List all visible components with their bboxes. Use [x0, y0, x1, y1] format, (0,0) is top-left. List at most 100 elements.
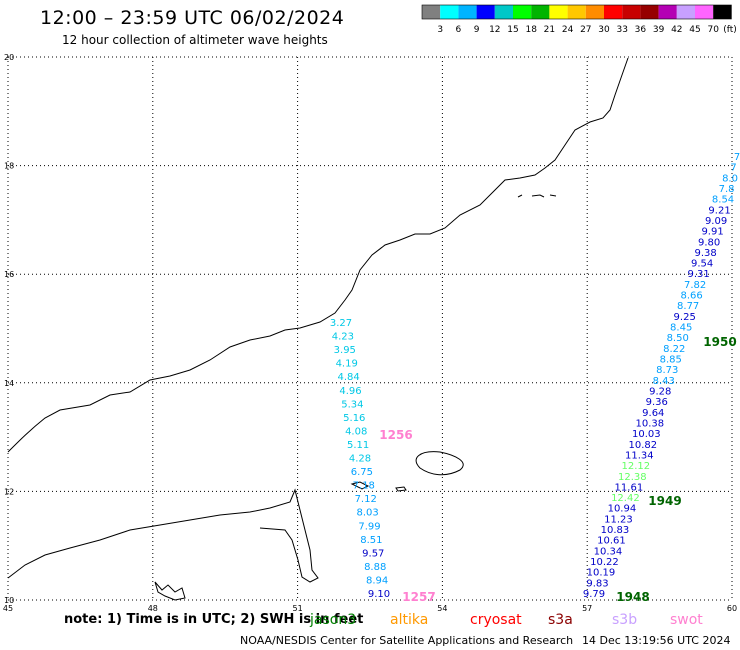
swh-value-label: 8.85	[660, 355, 682, 366]
swh-value-label: 9.25	[674, 312, 696, 323]
mission-swot: swot	[670, 612, 703, 628]
swh-value-label: 6.75	[351, 467, 373, 478]
swh-value-label: 7.82	[684, 280, 706, 291]
swh-value-label: 9.91	[701, 227, 723, 238]
swh-value-label: 10.83	[601, 525, 630, 536]
swh-value-label: 4.84	[337, 372, 359, 383]
track-east: 778.07.88.549.219.099.919.809.389.549.31…	[583, 152, 740, 600]
x-axis-tick-label: 60	[727, 604, 737, 613]
swh-value-label: 11.61	[615, 482, 644, 493]
island	[350, 481, 370, 490]
swh-value-label: 8.77	[677, 301, 699, 312]
swh-value-label: 8.88	[364, 562, 386, 573]
colorbar-tick-label: 30	[598, 25, 610, 35]
swh-value-label: 9.09	[705, 216, 727, 227]
swh-value-label: 7	[734, 152, 740, 163]
swh-value-label: 8.03	[356, 508, 378, 519]
map-grid	[7, 56, 733, 601]
colorbar-swatch	[476, 5, 495, 19]
swh-value-label: 9.36	[646, 397, 668, 408]
mission-s3b: s3b	[612, 612, 638, 628]
legend-note: note: 1) Time is in UTC; 2) SWH is in fe…	[64, 612, 364, 627]
swh-value-label: 7.18	[353, 481, 375, 492]
swh-value-label: 7.8	[719, 184, 735, 195]
swh-value-label: 5.16	[343, 413, 365, 424]
island-socotra	[415, 451, 464, 476]
colorbar-swatch	[494, 5, 513, 19]
colorbar-tick-label: 24	[562, 25, 574, 35]
swh-value-label: 9.38	[694, 248, 716, 259]
wave-height-colorbar: 3 6 9 12 15 18 21 24 27 30 33 36 39 42 45 70 (ft)	[421, 4, 737, 35]
colorbar-tick-label: 36	[635, 25, 647, 35]
swh-value-label: 12.38	[618, 472, 647, 483]
swh-value-label: 8.66	[681, 291, 703, 302]
colorbar-swatch	[640, 5, 659, 19]
swh-value-label: 4.08	[345, 426, 367, 437]
colorbar-swatch	[713, 5, 732, 19]
swh-value-label: 8.45	[670, 323, 692, 334]
colorbar-swatch	[567, 5, 586, 19]
swh-value-label: 8.94	[366, 575, 388, 586]
swh-value-label: 11.23	[604, 514, 633, 525]
swh-value-label: 4.96	[339, 386, 361, 397]
colorbar-tick-label: 3	[437, 25, 443, 35]
swh-value-label: 4.28	[349, 454, 371, 465]
y-axis-tick-label: 12	[4, 487, 14, 496]
track-time-label: 1949	[648, 494, 681, 508]
colorbar-tick-label: 27	[580, 25, 591, 35]
swh-value-label: 9.64	[642, 408, 664, 419]
map-subtitle: 12 hour collection of altimeter wave hei…	[62, 33, 328, 47]
colorbar-tick-label: 70	[707, 25, 719, 35]
swh-value-label: 9.57	[362, 548, 384, 559]
swh-value-label: 10.22	[590, 557, 619, 568]
islands-small	[517, 194, 557, 198]
mission-altika: altika	[390, 612, 429, 628]
y-axis-tick-label: 18	[4, 162, 14, 171]
y-axis-tick-label: 16	[4, 270, 14, 279]
colorbar-swatch	[513, 5, 532, 19]
track-time-label: 1948	[616, 590, 649, 604]
swh-value-label: 8.43	[653, 376, 675, 387]
colorbar-swatch	[585, 5, 604, 19]
swh-value-label: 9.28	[649, 386, 671, 397]
swh-value-label: 11.34	[625, 450, 654, 461]
island-group	[154, 581, 186, 601]
y-axis-tick-label: 20	[4, 53, 14, 62]
colorbar-swatch	[622, 5, 641, 19]
map-title: 12:00 – 23:59 UTC 06/02/2024	[40, 7, 345, 29]
swh-value-label: 10.61	[597, 536, 626, 547]
colorbar-swatch	[549, 5, 568, 19]
track-time-label: 1257	[402, 590, 435, 604]
swh-value-label: 8.54	[712, 195, 734, 206]
mission-jason3: jason3	[310, 612, 357, 628]
swh-value-label: 7.99	[358, 521, 380, 532]
swh-value-label: 10.38	[635, 418, 664, 429]
swh-value-label: 7	[730, 163, 736, 174]
swh-value-label: 8.73	[656, 365, 678, 376]
colorbar-tick-label: 9	[474, 25, 480, 35]
colorbar-tick-label: 6	[456, 25, 462, 35]
swh-value-label: 8.0	[722, 173, 738, 184]
swh-value-label: 9.10	[368, 589, 390, 600]
x-axis-tick-label: 54	[437, 604, 447, 613]
x-axis-tick-label: 57	[582, 604, 592, 613]
colorbar-swatch	[658, 5, 677, 19]
colorbar-swatch	[458, 5, 477, 19]
track-time-label: 1256	[379, 428, 412, 442]
track-time-label: 1950	[703, 335, 736, 349]
colorbar-swatch	[422, 5, 441, 19]
footer-credit: NOAA/NESDIS Center for Satellite Applica…	[240, 634, 574, 647]
x-axis-tick-label: 45	[3, 604, 13, 613]
swh-value-label: 9.31	[688, 269, 710, 280]
swh-value-label: 9.54	[691, 259, 713, 270]
swh-value-label: 7.12	[355, 494, 377, 505]
swh-value-label: 12.42	[611, 493, 640, 504]
footer-timestamp: 14 Dec 13:19:56 UTC 2024	[582, 634, 731, 647]
colorbar-swatch	[531, 5, 550, 19]
colorbar-swatch	[695, 5, 714, 19]
colorbar-tick-label: 45	[689, 25, 700, 35]
swh-value-label: 8.51	[360, 535, 382, 546]
swh-value-label: 5.34	[341, 399, 363, 410]
swh-value-label: 3.27	[330, 318, 352, 329]
